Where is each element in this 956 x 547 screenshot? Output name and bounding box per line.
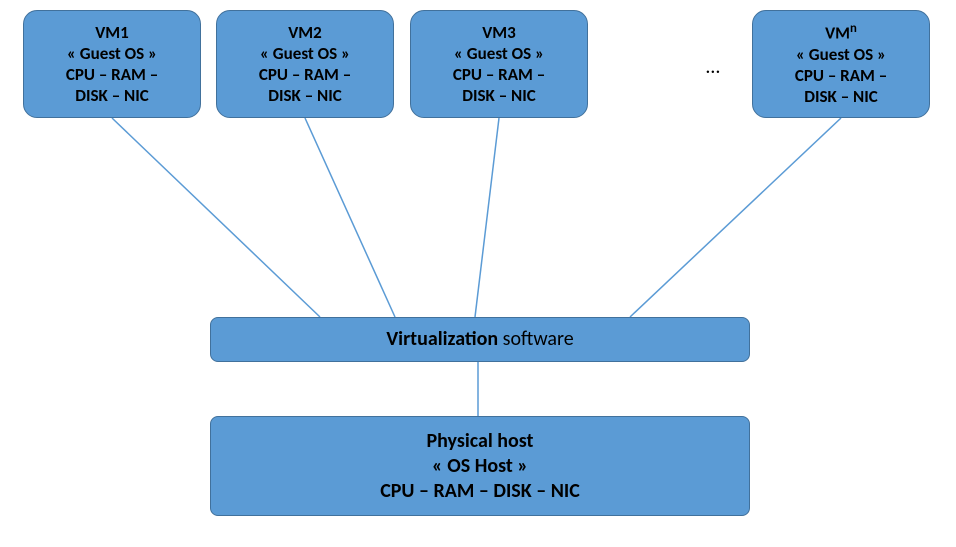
host-line-3: CPU – RAM – DISK – NIC xyxy=(380,479,580,504)
connector-line xyxy=(305,118,395,317)
vm-line: « Guest OS » xyxy=(67,43,157,64)
host-line-1: Physical host xyxy=(427,429,534,454)
virtualization-label: Virtualization software xyxy=(386,327,573,352)
vm-box: VM2« Guest OS »CPU – RAM –DISK – NIC xyxy=(216,10,394,118)
vm-line: DISK – NIC xyxy=(462,85,535,106)
vm-line: « Guest OS » xyxy=(260,43,350,64)
vm-title: VM3 xyxy=(482,22,516,43)
vm-box: VMn« Guest OS »CPU – RAM –DISK – NIC xyxy=(752,10,930,118)
vm-line: « Guest OS » xyxy=(796,44,886,65)
vm-line: CPU – RAM – xyxy=(453,64,545,85)
connector-line xyxy=(630,118,841,317)
host-line-2: « OS Host » xyxy=(432,454,528,479)
vm-line: « Guest OS » xyxy=(454,43,544,64)
vm-title: VM1 xyxy=(95,22,129,43)
vm-line: DISK – NIC xyxy=(268,85,341,106)
vm-line: CPU – RAM – xyxy=(795,65,887,86)
vm-title: VM2 xyxy=(288,22,322,43)
vm-line: CPU – RAM – xyxy=(259,64,351,85)
ellipsis-label: … xyxy=(706,55,720,79)
connector-line xyxy=(112,118,320,317)
connector-line xyxy=(475,118,499,317)
vm-line: DISK – NIC xyxy=(804,86,877,107)
virtualization-box: Virtualization software xyxy=(210,317,750,362)
physical-host-box: Physical host « OS Host » CPU – RAM – DI… xyxy=(210,416,750,516)
vm-line: DISK – NIC xyxy=(75,85,148,106)
vm-title: VMn xyxy=(825,21,857,44)
vm-box: VM1« Guest OS »CPU – RAM –DISK – NIC xyxy=(23,10,201,118)
vm-box: VM3« Guest OS »CPU – RAM –DISK – NIC xyxy=(410,10,588,118)
vm-line: CPU – RAM – xyxy=(66,64,158,85)
